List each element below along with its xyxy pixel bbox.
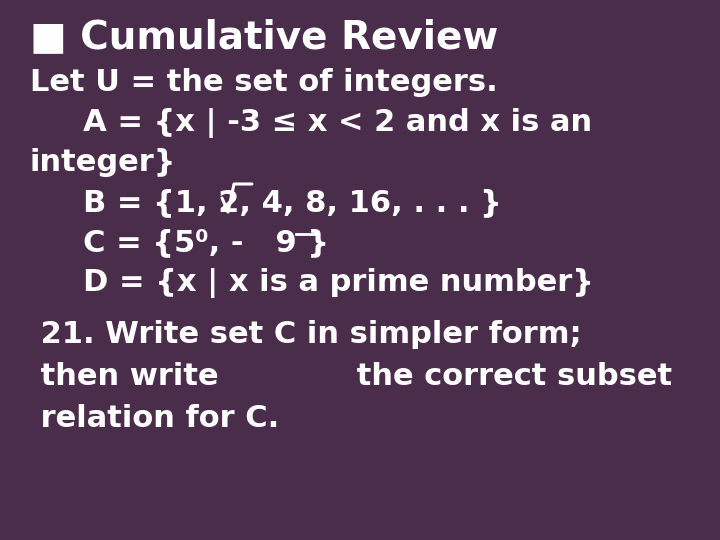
Text: B = {1, 2, 4, 8, 16, . . . }: B = {1, 2, 4, 8, 16, . . . } (30, 188, 502, 217)
Text: D = {x | x is a prime number}: D = {x | x is a prime number} (30, 268, 594, 298)
Text: relation for C.: relation for C. (30, 404, 279, 433)
Text: Let U = the set of integers.: Let U = the set of integers. (30, 68, 498, 97)
Text: C = {5⁰, -   9 }: C = {5⁰, - 9 } (30, 228, 329, 257)
Text: A = {x | -3 ≤ x < 2 and x is an: A = {x | -3 ≤ x < 2 and x is an (30, 108, 592, 138)
Text: 21. Write set C in simpler form;: 21. Write set C in simpler form; (30, 320, 582, 349)
Text: integer}: integer} (30, 148, 176, 177)
Text: then write             the correct subset: then write the correct subset (30, 362, 672, 391)
Text: ■ Cumulative Review: ■ Cumulative Review (30, 18, 498, 56)
